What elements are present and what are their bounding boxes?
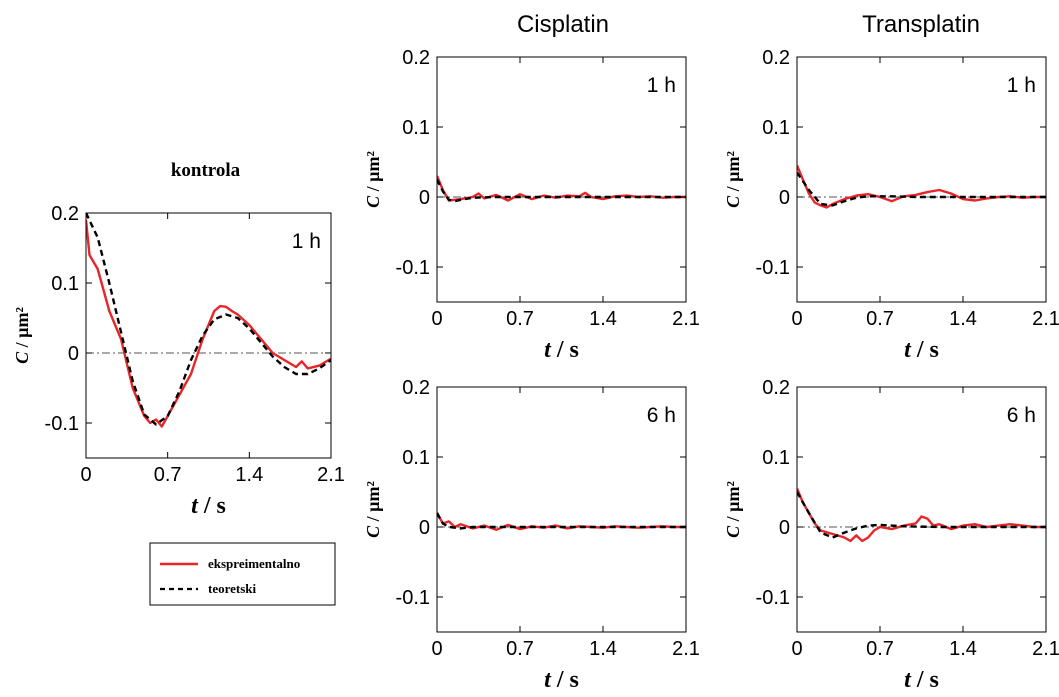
panel-time-label: 1 h <box>1007 74 1036 97</box>
x-tick-label: 2.1 <box>1032 308 1059 330</box>
legend-box <box>149 542 336 606</box>
x-tick-label: 1.4 <box>949 308 977 330</box>
x-tick-label: 0.7 <box>866 638 894 660</box>
y-tick-label: -0.1 <box>396 587 430 609</box>
chart-panel-1: 0 0.7 1.4 2.1 0.2 0.1 0 -0.1 1 h kontrola t / s C /… <box>12 160 345 519</box>
x-axis-label: t / s <box>904 337 939 363</box>
legend: ekspreimentalno teoretski <box>149 542 336 606</box>
chart-panel-5: 0 0.7 1.4 2.1 0.2 0.1 0 -0.1 6 h t / s C / µm² <box>723 377 1059 693</box>
y-axis-label: C / µm² <box>363 151 383 208</box>
y-tick-label: 0.2 <box>402 377 430 399</box>
y-tick-label: 0.2 <box>762 47 790 69</box>
x-axis-label: t / s <box>191 493 226 519</box>
column-title-cisplatin: Cisplatin <box>517 11 609 38</box>
y-tick-label: 0.2 <box>402 47 430 69</box>
y-tick-label: 0 <box>419 187 430 209</box>
y-tick-label: 0.2 <box>762 377 790 399</box>
x-axis-label: t / s <box>904 667 939 693</box>
y-axis-label: C / µm² <box>723 151 743 208</box>
panel-time-label: 1 h <box>292 230 321 253</box>
legend-label-experimental: ekspreimentalno <box>208 556 300 571</box>
panel-time-label: 1 h <box>647 74 676 97</box>
chart-panel-3: 0 0.7 1.4 2.1 0.2 0.1 0 -0.1 1 h t / s C / µm² <box>723 47 1059 363</box>
plot-frame <box>796 386 1047 633</box>
y-tick-label: 0.1 <box>402 447 430 469</box>
x-tick-label: 0 <box>791 308 802 330</box>
series-line-experimental <box>797 165 1046 209</box>
y-tick-label: 0 <box>68 343 79 365</box>
y-tick-label: 0 <box>419 517 430 539</box>
y-tick-label: 0.1 <box>762 447 790 469</box>
panel-title: kontrola <box>171 160 241 181</box>
x-tick-label: 2.1 <box>1032 638 1059 660</box>
series-line-theoretical <box>797 491 1046 539</box>
x-tick-label: 0.7 <box>154 464 182 486</box>
plot-frame <box>85 212 332 459</box>
y-tick-label: -0.1 <box>45 413 79 435</box>
x-axis-label: t / s <box>544 667 579 693</box>
x-tick-label: 0.7 <box>506 638 534 660</box>
y-axis-label: C / µm² <box>12 307 32 364</box>
y-tick-label: -0.1 <box>756 257 790 279</box>
plot-frame <box>436 56 687 303</box>
x-tick-label: 0 <box>431 638 442 660</box>
y-tick-label: -0.1 <box>396 257 430 279</box>
x-tick-label: 2.1 <box>317 464 345 486</box>
chart-panel-2: 0 0.7 1.4 2.1 0.2 0.1 0 -0.1 1 h t / s C / µm² <box>363 47 700 363</box>
y-tick-label: -0.1 <box>756 587 790 609</box>
series-line-experimental <box>797 488 1046 543</box>
panel-time-label: 6 h <box>1007 404 1036 427</box>
plot-frame <box>796 56 1047 303</box>
x-tick-label: 1.4 <box>589 308 617 330</box>
x-tick-label: 0.7 <box>866 308 894 330</box>
x-tick-label: 1.4 <box>949 638 977 660</box>
x-tick-label: 2.1 <box>672 308 700 330</box>
y-axis-label: C / µm² <box>363 481 383 538</box>
y-axis-label: C / µm² <box>723 481 743 538</box>
x-tick-label: 1.4 <box>235 464 263 486</box>
series-line-theoretical <box>437 512 686 530</box>
column-title-transplatin: Transplatin <box>862 11 980 38</box>
plot-frame <box>436 386 687 633</box>
series-line-theoretical <box>437 178 686 203</box>
x-tick-label: 2.1 <box>672 638 700 660</box>
series-line-experimental <box>86 219 331 428</box>
x-tick-label: 0 <box>791 638 802 660</box>
x-tick-label: 1.4 <box>589 638 617 660</box>
panel-time-label: 6 h <box>647 404 676 427</box>
x-axis-label: t / s <box>544 337 579 363</box>
y-tick-label: 0.1 <box>762 117 790 139</box>
y-tick-label: 0.1 <box>51 273 79 295</box>
y-tick-label: 0.2 <box>51 203 79 225</box>
y-tick-label: 0.1 <box>402 117 430 139</box>
x-tick-label: 0 <box>431 308 442 330</box>
x-tick-label: 0 <box>80 464 91 486</box>
y-tick-label: 0 <box>779 187 790 209</box>
x-tick-label: 0.7 <box>506 308 534 330</box>
legend-label-theoretical: teoretski <box>208 581 257 596</box>
chart-panel-4: 0 0.7 1.4 2.1 0.2 0.1 0 -0.1 6 h t / s C / µm² <box>363 377 700 693</box>
series-line-theoretical <box>797 171 1046 207</box>
y-tick-label: 0 <box>779 517 790 539</box>
